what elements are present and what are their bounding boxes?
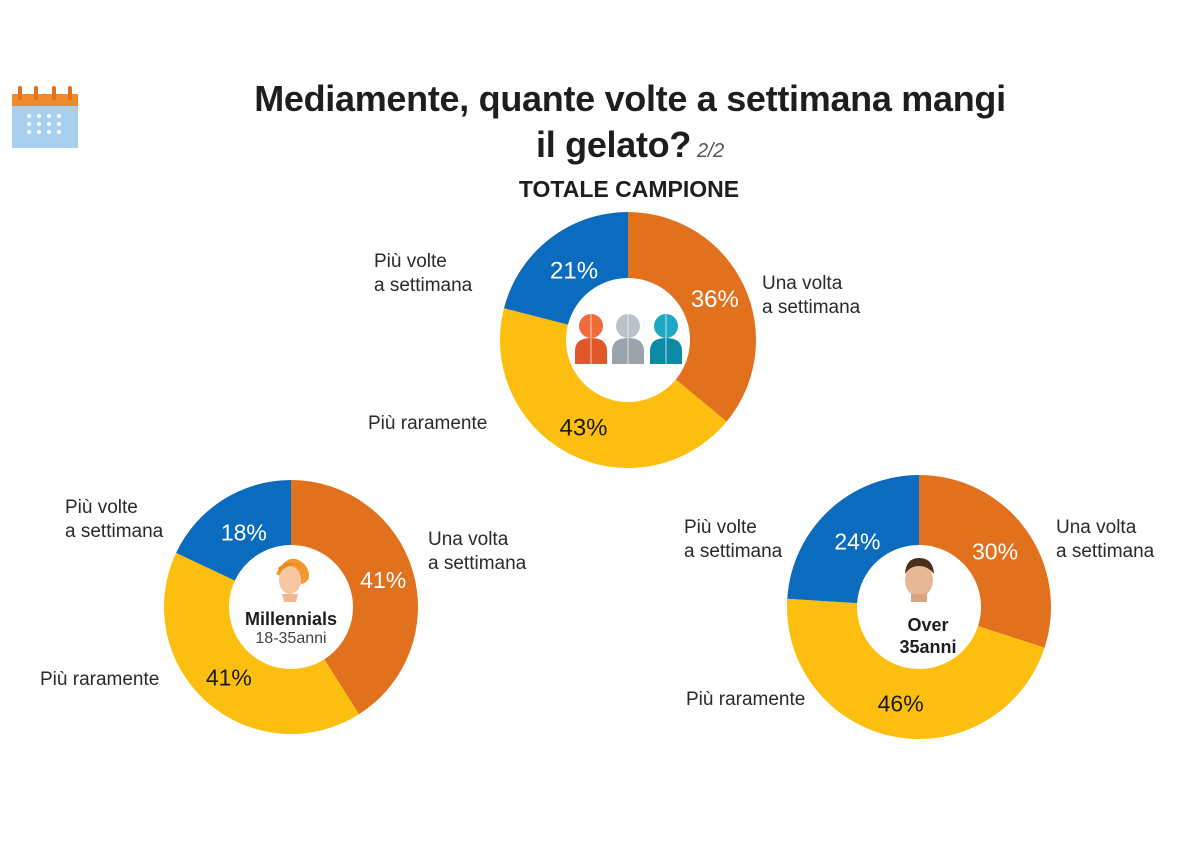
segment-title: Millennials: [244, 609, 338, 629]
legend-text: Più volte: [65, 497, 138, 518]
donut-slice-piu-raramente: [163, 552, 360, 735]
segment-subtitle: 18-35anni: [255, 630, 327, 647]
legend-text: a settimana: [684, 541, 783, 562]
donut-slice-una-volta: [628, 212, 756, 422]
center-label-over35: Over 35anni: [868, 614, 988, 658]
people-group-icon: [575, 314, 682, 364]
legend-una-volta-total: Una volta a settimana: [762, 272, 860, 320]
fringe: [278, 562, 306, 572]
legend-piu-volte-millennials: Più volte a settimana: [65, 496, 163, 544]
face: [279, 566, 301, 594]
page-counter: 2/2: [697, 140, 724, 162]
segment-subtitle: 35anni: [899, 637, 957, 657]
person-body: [650, 338, 682, 364]
face: [905, 563, 933, 597]
legend-text: Una volta: [428, 529, 509, 550]
young-person-icon: [276, 558, 310, 602]
person-icon: [650, 314, 682, 364]
legend-text: Una volta: [762, 273, 843, 294]
donut-slice-piu-volte: [504, 212, 628, 325]
adult-man-icon: [905, 558, 934, 602]
data-label: 41%: [360, 567, 406, 593]
person-icon: [575, 314, 607, 364]
donut-slice-piu-raramente: [500, 308, 727, 468]
neck: [282, 594, 298, 602]
data-label: 43%: [559, 414, 607, 441]
legend-text: Più volte: [684, 517, 757, 538]
data-label: 30%: [972, 539, 1018, 565]
donut-slice-piu-raramente: [787, 598, 1045, 739]
donut-slice-piu-volte: [176, 480, 291, 581]
title-line2-text: il gelato?: [536, 124, 692, 165]
legend-piu-raramente-millennials: Più raramente: [40, 669, 160, 690]
legend-piu-raramente-total: Più raramente: [368, 413, 488, 434]
page-title-line2: il gelato? 2/2: [0, 124, 1200, 166]
page-title: Mediamente, quante volte a settimana man…: [254, 78, 1006, 119]
calendar-icon: [12, 86, 78, 148]
center-label-millennials: Millennials 18-35anni: [226, 608, 356, 648]
person-icon: [612, 314, 644, 364]
person-divider: [590, 314, 592, 364]
legend-text: Una volta: [1056, 517, 1137, 538]
legend-text: a settimana: [65, 521, 164, 542]
donut-slice-una-volta: [291, 480, 418, 715]
hair: [905, 558, 934, 574]
data-label: 18%: [221, 520, 267, 546]
person-body: [612, 338, 644, 364]
data-label: 21%: [550, 257, 598, 284]
legend-una-volta-over35: Una volta a settimana: [1056, 516, 1154, 564]
person-divider: [665, 314, 667, 364]
data-label: 41%: [206, 665, 252, 691]
legend-text: a settimana: [762, 297, 861, 318]
legend-text: a settimana: [428, 553, 527, 574]
donut-slice-piu-volte: [787, 475, 919, 604]
person-head: [579, 314, 603, 338]
donut-slice-una-volta: [919, 475, 1051, 648]
person-body: [575, 338, 607, 364]
neck: [911, 594, 927, 602]
data-label: 46%: [878, 690, 924, 716]
person-head: [654, 314, 678, 338]
person-divider: [627, 314, 629, 364]
data-label: 24%: [834, 528, 880, 554]
person-head: [616, 314, 640, 338]
legend-piu-volte-over35: Più volte a settimana: [684, 516, 782, 564]
legend-piu-raramente-over35: Più raramente: [686, 689, 806, 710]
legend-text: a settimana: [374, 275, 473, 296]
legend-text: a settimana: [1056, 541, 1155, 562]
legend-piu-volte-total: Più volte a settimana: [374, 250, 472, 298]
segment-title: Over: [907, 615, 949, 635]
legend-text: Più volte: [374, 251, 447, 272]
chart-title-total: TOTALE CAMPIONE: [518, 176, 740, 202]
legend-una-volta-millennials: Una volta a settimana: [428, 528, 526, 576]
data-label: 36%: [691, 286, 739, 313]
